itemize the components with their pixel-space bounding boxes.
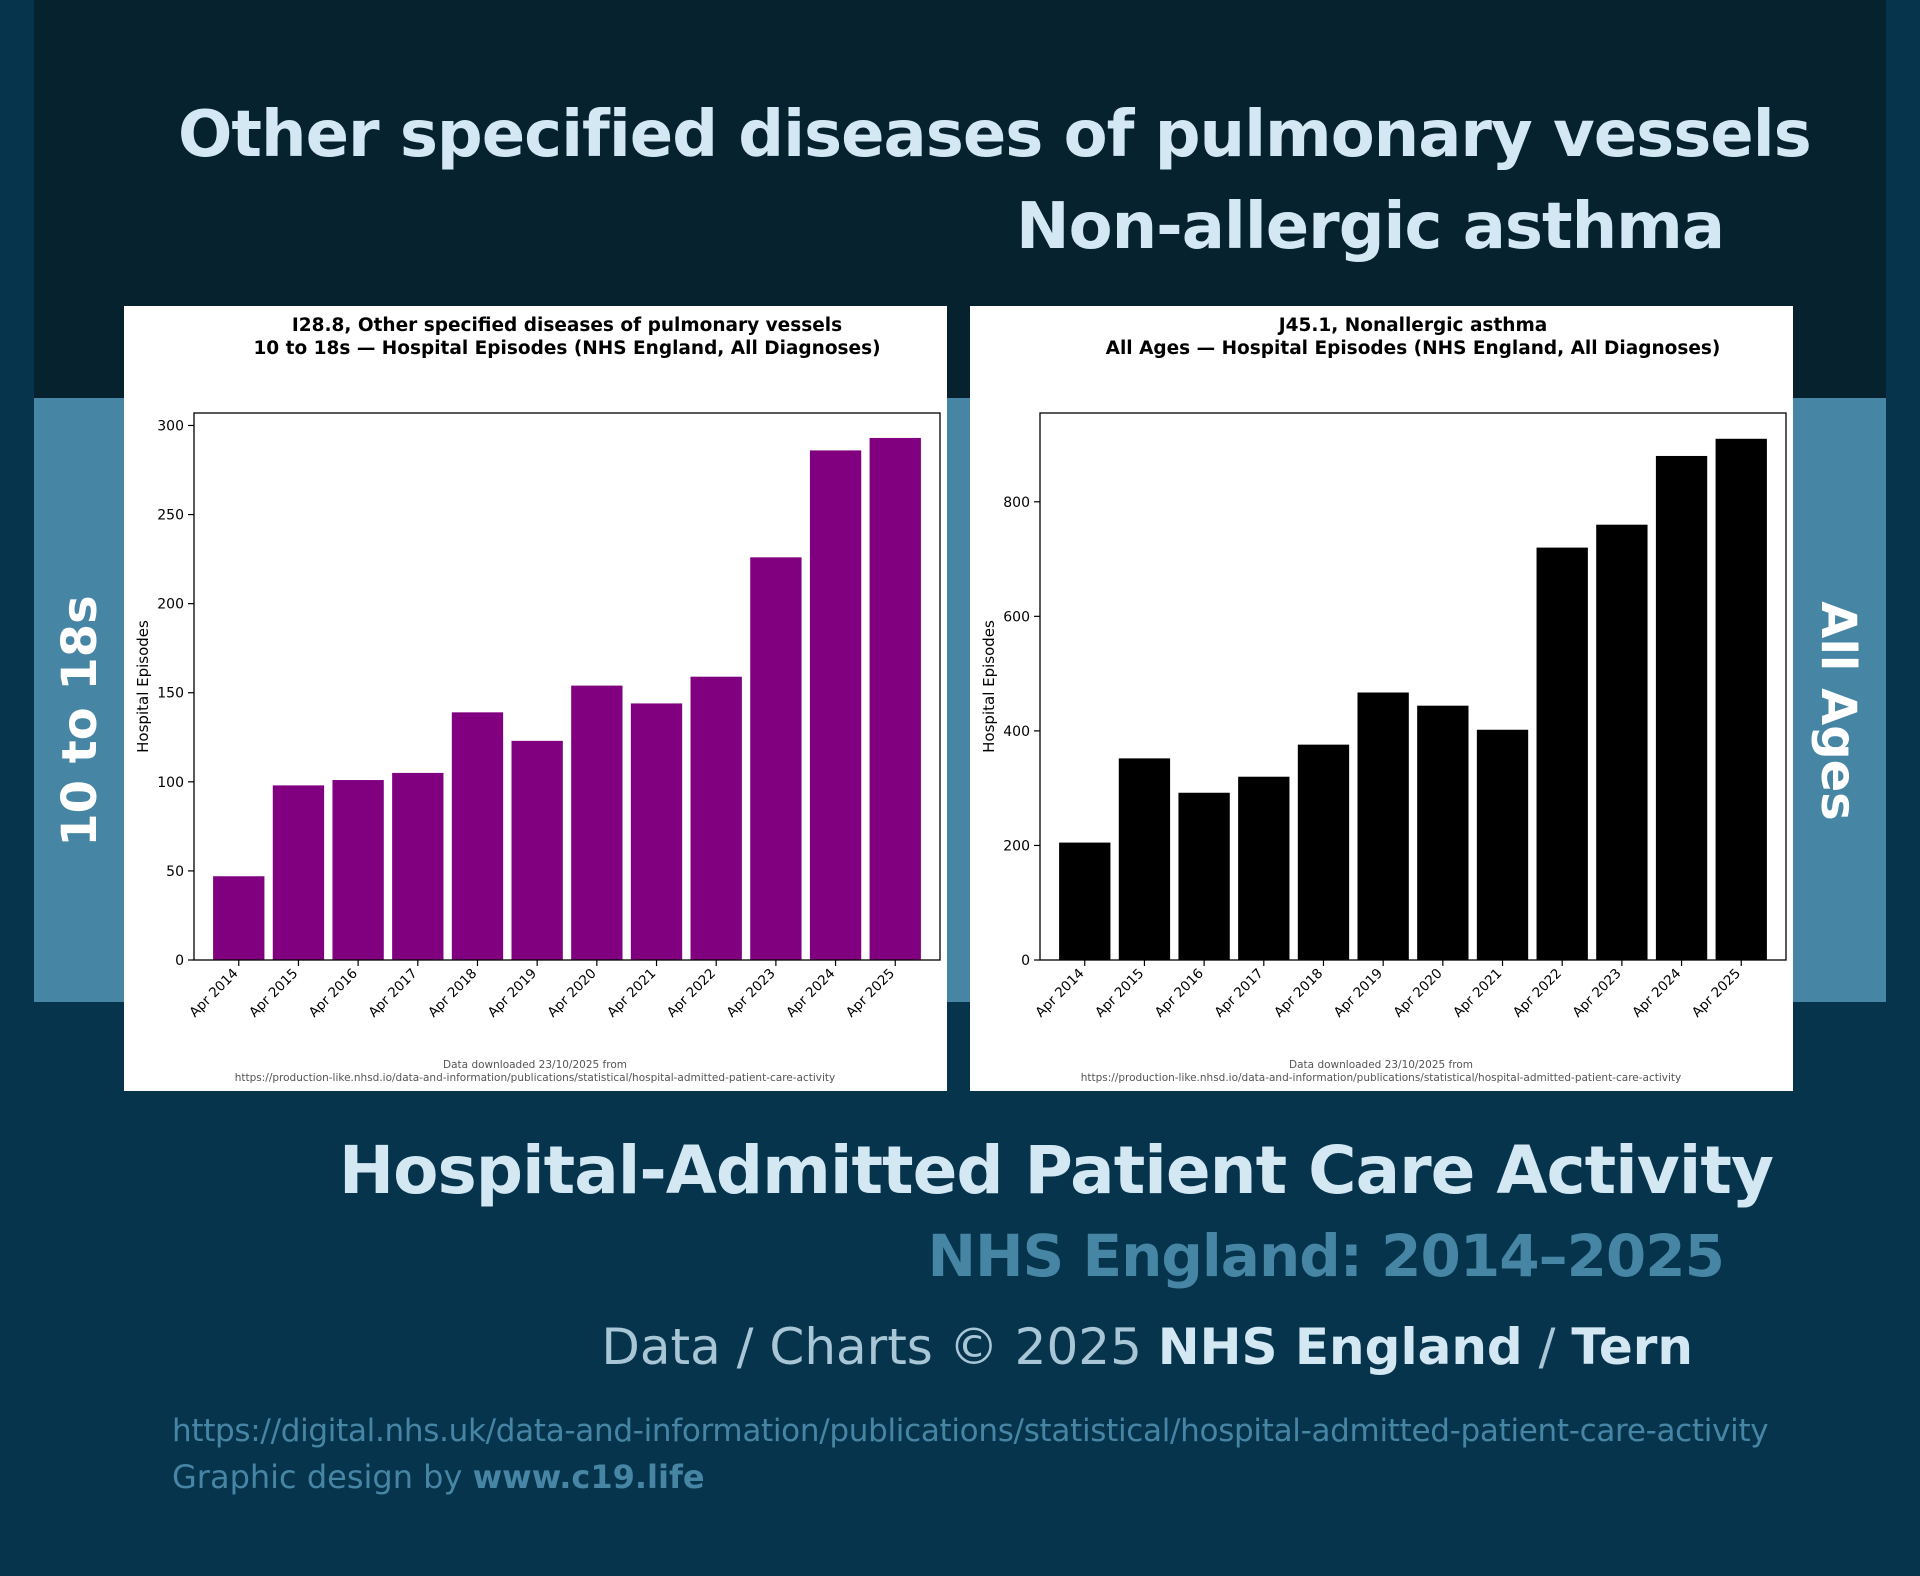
y-tick-label: 250 [157,508,184,524]
source-note-line1: Data downloaded 23/10/2025 from [443,1059,627,1071]
x-tick-label: Apr 2017 [365,966,420,1021]
bar-apr-2022 [690,676,742,960]
x-tick-label: Apr 2014 [1032,966,1087,1021]
y-tick-label: 400 [1003,724,1030,740]
design-prefix: Graphic design by [172,1458,473,1496]
y-tick-label: 800 [1003,495,1030,511]
chart-title-line1: I28.8, Other specified diseases of pulmo… [292,315,842,336]
y-axis-label: Hospital Episodes [980,620,998,753]
source-note-line2: https://production-like.nhsd.io/data-and… [235,1072,835,1084]
bar-apr-2015 [272,785,325,960]
bar-apr-2023 [750,557,802,960]
y-tick-label: 0 [1021,953,1030,969]
chart-panel-right: J45.1, Nonallergic asthma All Ages — Hosp… [970,306,1793,1091]
bar-apr-2014 [1059,842,1111,960]
x-tick-label: Apr 2025 [1689,966,1744,1021]
bar-apr-2025 [1715,438,1767,960]
x-tick-label: Apr 2017 [1211,966,1266,1021]
y-tick-label: 0 [175,953,184,969]
footer-credit: Data / Charts © 2025 NHS England / Tern [601,1318,1693,1376]
chart-pulmonary-vessels: I28.8, Other specified diseases of pulmo… [134,315,941,1084]
chart-title-line1: J45.1, Nonallergic asthma [1277,315,1547,336]
x-tick-label: Apr 2024 [783,966,838,1021]
bar-apr-2021 [1476,729,1529,960]
credit-org: NHS England [1157,1318,1523,1376]
source-url-link[interactable]: https://digital.nhs.uk/data-and-informat… [172,1413,1769,1449]
source-note-line1: Data downloaded 23/10/2025 from [1289,1059,1473,1071]
x-tick-label: Apr 2018 [1271,966,1326,1021]
bar-apr-2016 [332,780,384,960]
design-site-link[interactable]: www.c19.life [472,1458,705,1496]
y-tick-label: 200 [157,597,184,613]
x-tick-label: Apr 2015 [246,966,301,1021]
x-tick-label: Apr 2018 [425,966,480,1021]
bar-apr-2025 [869,437,921,960]
credit-separator: / [1522,1318,1572,1376]
side-label-right: All Ages [1810,601,1866,821]
footer-subtitle: NHS England: 2014–2025 [927,1222,1725,1290]
x-tick-label: Apr 2020 [545,966,600,1021]
y-tick-label: 50 [166,864,184,880]
y-tick-label: 300 [157,418,184,434]
side-label-left: 10 to 18s [52,595,108,847]
bar-apr-2014 [213,876,265,960]
x-tick-label: Apr 2022 [664,966,719,1021]
chart-title-line2: 10 to 18s — Hospital Episodes (NHS Engla… [253,338,880,359]
x-tick-label: Apr 2019 [485,966,540,1021]
chart-panel-left: I28.8, Other specified diseases of pulmo… [124,306,947,1091]
bar-apr-2019 [511,740,563,960]
x-tick-label: Apr 2019 [1331,966,1386,1021]
x-tick-label: Apr 2021 [604,966,659,1021]
bar-apr-2018 [451,712,504,960]
design-credit: Graphic design by www.c19.life [172,1458,705,1496]
x-tick-label: Apr 2020 [1391,966,1446,1021]
x-tick-label: Apr 2022 [1510,966,1565,1021]
bar-apr-2016 [1178,792,1230,960]
y-tick-label: 150 [157,686,184,702]
bar-apr-2022 [1536,547,1588,960]
plot-frame [193,412,941,961]
source-note-line2: https://production-like.nhsd.io/data-and… [1081,1072,1681,1084]
bar-apr-2017 [392,772,444,960]
bar-apr-2017 [1238,776,1290,960]
x-tick-label: Apr 2025 [843,966,898,1021]
bar-apr-2015 [1118,758,1171,960]
x-tick-label: Apr 2015 [1092,966,1147,1021]
bar-apr-2018 [1297,744,1350,960]
x-tick-label: Apr 2016 [1152,966,1207,1021]
x-tick-label: Apr 2024 [1629,966,1684,1021]
bar-apr-2024 [809,450,862,960]
bar-apr-2023 [1596,524,1648,960]
x-tick-label: Apr 2014 [186,966,241,1021]
x-tick-label: Apr 2021 [1450,966,1505,1021]
x-tick-label: Apr 2023 [724,966,779,1021]
y-tick-label: 200 [1003,838,1030,854]
x-tick-label: Apr 2023 [1570,966,1625,1021]
bar-apr-2021 [630,703,683,960]
page-subtitle: Non-allergic asthma [1016,190,1725,264]
y-tick-label: 600 [1003,609,1030,625]
chart-title-line2: All Ages — Hospital Episodes (NHS Englan… [1106,338,1721,359]
credit-prefix: Data / Charts © 2025 [601,1318,1158,1376]
page-title: Other specified diseases of pulmonary ve… [178,98,1812,172]
plot-frame [1039,412,1787,961]
credit-author: Tern [1571,1318,1693,1376]
y-tick-label: 100 [157,775,184,791]
bar-apr-2024 [1655,455,1708,960]
y-axis-label: Hospital Episodes [134,620,152,753]
bar-apr-2020 [571,685,623,960]
x-tick-label: Apr 2016 [306,966,361,1021]
bar-apr-2020 [1417,705,1469,960]
bar-apr-2019 [1357,692,1409,960]
footer-title: Hospital-Admitted Patient Care Activity [338,1132,1774,1209]
